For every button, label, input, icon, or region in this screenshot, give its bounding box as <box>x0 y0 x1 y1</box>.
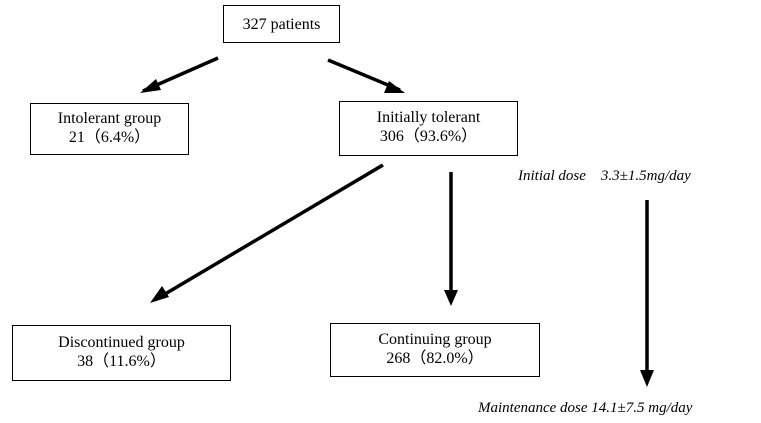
node-count: 268（82.0%） <box>386 350 484 367</box>
node-count: 21（6.4%） <box>68 129 151 146</box>
arrow-head <box>384 81 405 93</box>
arrow-head <box>640 370 654 387</box>
node-label: 327 patients <box>242 16 321 33</box>
node-label: Intolerant group <box>57 110 162 127</box>
arrow <box>159 163 384 299</box>
node-label: Continuing group <box>378 331 492 348</box>
arrow-head <box>150 286 169 303</box>
arrow-head <box>444 290 458 306</box>
node-box: 327 patients <box>223 5 340 43</box>
node-label: Initially tolerant <box>376 109 481 126</box>
arrow-head <box>140 79 161 93</box>
annotation: Initial dose 3.3±1.5mg/day <box>518 168 691 184</box>
node-count: 306（93.6%） <box>379 128 478 145</box>
node-label: Discontinued group <box>58 334 185 351</box>
node-count: 38（11.6%） <box>77 353 166 370</box>
node-box: Continuing group 268（82.0%） <box>330 323 540 377</box>
node-box: Initially tolerant 306（93.6%） <box>339 101 518 156</box>
node-box: Intolerant group 21（6.4%） <box>30 103 189 155</box>
annotation: Maintenance dose 14.1±7.5 mg/day <box>478 400 693 416</box>
node-box: Discontinued group 38（11.6%） <box>12 325 231 381</box>
